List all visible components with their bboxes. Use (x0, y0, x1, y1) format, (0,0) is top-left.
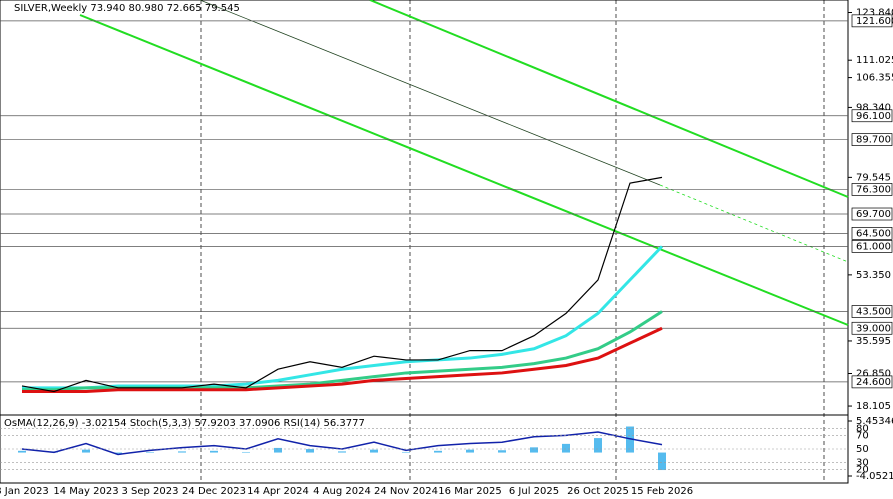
rsi-tick-label: 70 (856, 430, 869, 441)
trend-line (199, 0, 661, 186)
osma-bar (530, 447, 538, 453)
x-tick-label: 8 Jan 2023 (0, 486, 49, 497)
osma-bar (498, 450, 506, 453)
level-label: 43.500 (856, 307, 891, 318)
rsi-tick-label: 30 (856, 458, 869, 469)
vertical-grid (200, 0, 825, 483)
level-box (851, 240, 893, 253)
level-label: 76.300 (856, 184, 891, 195)
x-tick-label: 6 Jul 2025 (509, 486, 559, 497)
y-tick-label: 79.545 (856, 172, 891, 183)
rsi-tick-label: 50 (856, 444, 869, 455)
osma-bar (114, 452, 122, 454)
osma-tick-label: 5.45346 (856, 416, 893, 427)
osma-bar (594, 438, 602, 453)
level-label: 69.700 (856, 209, 891, 220)
x-tick-label: 26 Oct 2025 (567, 486, 629, 497)
level-label: 96.100 (856, 111, 891, 122)
moving-average (22, 326, 663, 394)
osma-bar (178, 451, 186, 453)
osma-bar (402, 451, 410, 453)
osma-bar (274, 447, 282, 453)
y-tick-label: 123.840 (856, 8, 893, 19)
indicator-title: OsMA(12,26,9) -3.02154 Stoch(5,3,3) 57.9… (4, 418, 365, 429)
y-tick-label: 53.350 (856, 270, 891, 281)
channel-line (79, 14, 849, 326)
level-box (851, 109, 893, 123)
level-label: 61.000 (856, 241, 891, 252)
level-label: 64.500 (856, 228, 891, 239)
level-box (851, 207, 893, 221)
level-box (851, 321, 893, 335)
level-label: 121.600 (856, 16, 893, 27)
osma-bar (210, 450, 218, 453)
osma-bar (306, 449, 314, 453)
y-tick-label: 26.850 (856, 369, 891, 380)
x-tick-label: 3 Sep 2023 (121, 486, 178, 497)
x-tick-label: 4 Aug 2024 (313, 486, 371, 497)
osma-tick-label: -4.0521 (856, 471, 893, 482)
chart-title: SILVER,Weekly 73.940 80.980 72.665 79.54… (14, 3, 240, 14)
rsi-tick-label: 20 (856, 464, 869, 475)
x-tick-label: 24 Dec 2023 (182, 486, 246, 497)
x-tick-label: 14 May 2023 (53, 486, 118, 497)
channel-line (369, 0, 849, 198)
level-box (851, 227, 893, 240)
osma-bar (434, 450, 442, 453)
level-box (851, 183, 893, 196)
level-box (851, 305, 893, 318)
rsi-tick-label: 80 (856, 424, 869, 435)
y-tick-label: 35.595 (856, 336, 891, 347)
y-tick-label: 98.340 (856, 102, 891, 113)
osma-bar (466, 449, 474, 453)
level-box (851, 375, 893, 389)
price-line (21, 176, 663, 393)
osma-bar (562, 443, 570, 453)
level-label: 89.700 (856, 135, 891, 146)
plot-frame (0, 0, 849, 484)
x-tick-label: 16 Mar 2025 (438, 486, 501, 497)
osma-bar (82, 449, 90, 453)
osma-bar (146, 451, 154, 453)
x-tick-label: 14 Apr 2024 (247, 486, 309, 497)
y-tick-label: 18.105 (856, 401, 891, 412)
channel (79, 0, 849, 326)
osma-bar (338, 451, 346, 453)
level-label: 39.000 (856, 323, 891, 334)
osma-bar (242, 451, 250, 453)
y-tick-label: 111.025 (856, 55, 893, 66)
level-box (851, 133, 893, 146)
osma-bar (18, 450, 26, 453)
x-tick-label: 15 Feb 2026 (631, 486, 693, 497)
level-label: 24.600 (856, 377, 891, 388)
trend-extension (659, 184, 849, 263)
level-box (851, 14, 893, 28)
x-tick-label: 24 Nov 2024 (374, 486, 438, 497)
y-tick-label: 106.355 (856, 73, 893, 84)
osma-bar (658, 452, 666, 471)
osma-bar (370, 449, 378, 453)
moving-average (22, 245, 664, 390)
